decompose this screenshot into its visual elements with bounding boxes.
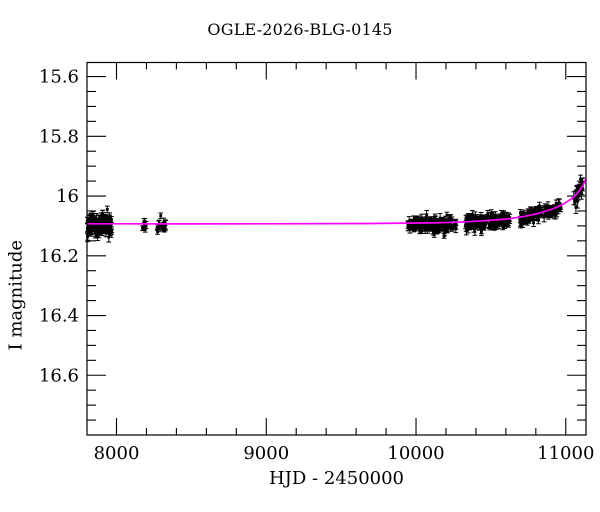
x-axis-label: HJD - 2450000 bbox=[268, 468, 405, 489]
y-axis-label-text: I magnitude bbox=[5, 239, 26, 351]
x-tick-label: 9000 bbox=[243, 443, 289, 464]
plot-frame bbox=[86, 61, 587, 436]
y-tick-label: 15.6 bbox=[39, 67, 79, 88]
model-curve bbox=[86, 178, 587, 225]
chart-title: OGLE-2026-BLG-0145 bbox=[207, 20, 393, 39]
x-tick-label: 8000 bbox=[94, 443, 140, 464]
plot-frame bbox=[86, 61, 587, 436]
x-tick-label: 10000 bbox=[387, 443, 444, 464]
model-curve bbox=[86, 178, 587, 225]
y-tick-label: 16.4 bbox=[39, 306, 79, 327]
y-tick-label: 16.6 bbox=[39, 365, 79, 386]
axis-ticks: 8000 9000 10000 11000 15.6 15.8 16 16.2 16.4 16.6 bbox=[39, 62, 594, 464]
data-points bbox=[85, 174, 585, 243]
x-tick-label: 11000 bbox=[537, 443, 594, 464]
y-tick-label: 16 bbox=[56, 186, 79, 207]
y-tick-label: 16.2 bbox=[39, 246, 79, 267]
y-tick-label: 15.8 bbox=[39, 126, 79, 147]
